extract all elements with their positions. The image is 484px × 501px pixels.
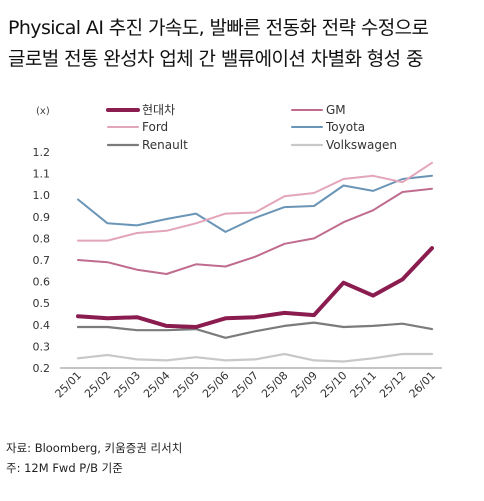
- y-tick-label: 1.1: [33, 168, 51, 181]
- x-tick-label: 25/12: [377, 369, 409, 401]
- legend-label: Renault: [142, 138, 188, 152]
- line-chart: 1.21.11.00.90.80.70.60.50.40.30.225/0125…: [33, 103, 442, 401]
- x-tick-label: 25/08: [259, 369, 291, 401]
- y-tick-label: 0.9: [33, 211, 51, 224]
- x-tick-label: 25/04: [141, 369, 173, 401]
- y-tick-label: 0.6: [33, 276, 51, 289]
- y-tick-label: 0.4: [33, 319, 51, 332]
- chart-title-line-1: Physical AI 추진 가속도, 발빠른 전동화 전략 수정으로: [8, 17, 429, 39]
- y-tick-label: 0.3: [33, 340, 51, 353]
- series-line: [76, 246, 434, 329]
- x-tick-label: 25/09: [289, 369, 321, 401]
- y-tick-label: 1.0: [33, 189, 51, 202]
- x-tick-label: 25/03: [112, 369, 144, 401]
- y-tick-label: 0.8: [33, 232, 51, 245]
- chart-title-line-2: 글로벌 전통 완성차 업체 간 밸류에이션 차별화 형성 중: [8, 48, 423, 70]
- series-line: [77, 187, 433, 275]
- legend-label: Toyota: [325, 120, 365, 134]
- legend-label: GM: [326, 103, 346, 117]
- series-line: [77, 161, 433, 242]
- x-tick-label: 25/01: [53, 369, 85, 401]
- y-tick-label: 0.5: [33, 297, 51, 310]
- legend-label: 현대차: [142, 103, 175, 117]
- series-line: [76, 321, 434, 339]
- x-tick-label: 25/10: [318, 369, 350, 401]
- series-line: [76, 352, 434, 363]
- x-tick-label: 25/05: [171, 369, 203, 401]
- y-tick-label: 0.7: [33, 254, 51, 267]
- x-tick-label: 26/01: [407, 369, 439, 401]
- source-note: 자료: Bloomberg, 키움증권 리서치: [6, 441, 183, 455]
- x-tick-label: 25/06: [200, 369, 232, 401]
- y-tick-label: 0.2: [33, 362, 51, 375]
- series-line: [77, 174, 433, 233]
- y-axis-unit-label: (x): [36, 106, 50, 117]
- x-tick-label: 25/07: [230, 369, 262, 401]
- basis-note: 주: 12M Fwd P/B 기준: [6, 461, 123, 475]
- x-tick-label: 25/11: [348, 369, 380, 401]
- x-tick-label: 25/02: [82, 369, 114, 401]
- y-tick-label: 1.2: [33, 146, 51, 159]
- legend-label: Volkswagen: [326, 138, 397, 152]
- legend-label: Ford: [142, 120, 168, 134]
